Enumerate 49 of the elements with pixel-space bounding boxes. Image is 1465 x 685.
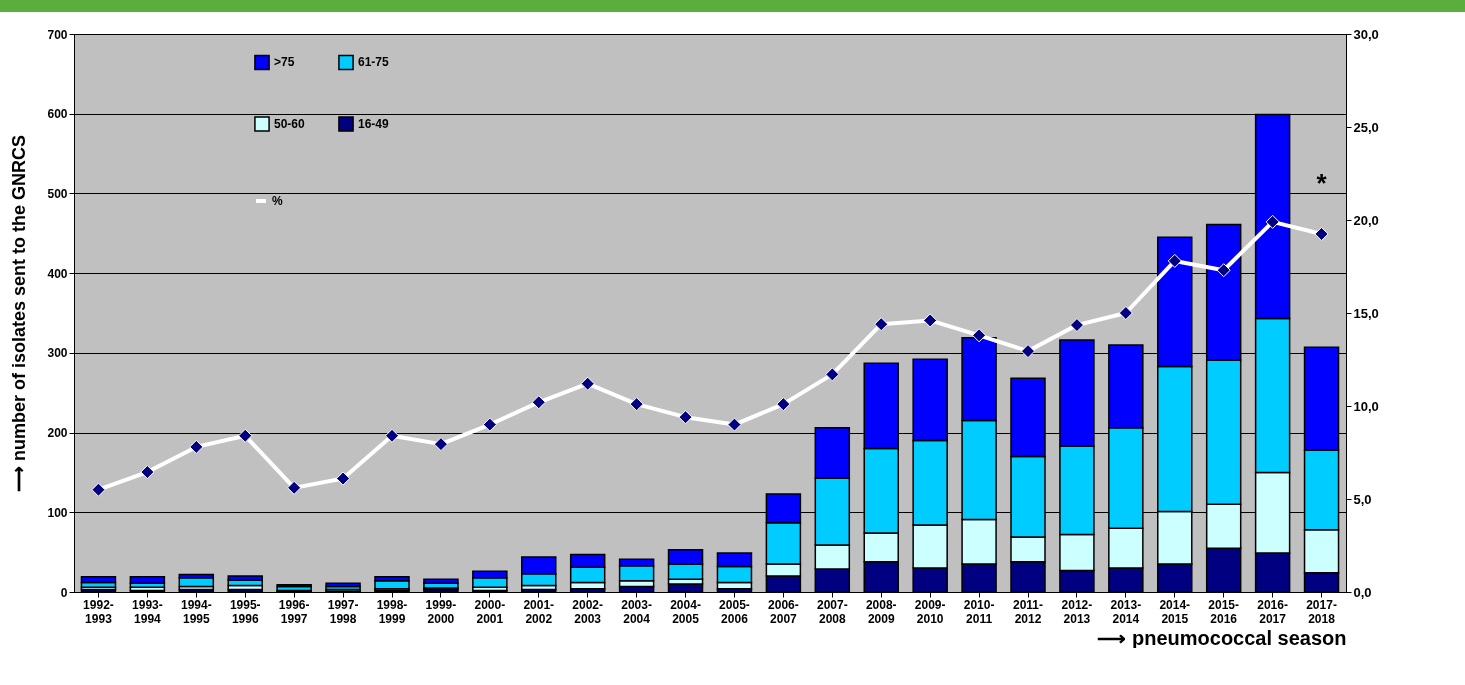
x-tick-label: 2013- 2014 [1110,597,1142,626]
y-tick-label: 0 [60,585,68,600]
y2-tick-label: 30,0 [1353,26,1379,42]
legend-label: >75 [274,55,295,70]
y2-tick-label: 15,0 [1353,305,1379,321]
x-tick-label: 1993- 1994 [132,597,163,626]
x-tick-label: 1994- 1995 [180,597,212,626]
x-tick-label: 2004- 2005 [670,597,701,626]
x-tick-label: 2009- 2010 [914,597,946,626]
x-tick-label: 2016- 2017 [1257,597,1288,626]
x-tick-label: 2006- 2007 [768,597,799,626]
y2-tick-label: 10,0 [1353,398,1379,414]
y-axis-title: ⟶ number of isolates sent to the GNRCS [9,134,30,493]
y2-tick-label: 0,0 [1353,584,1372,600]
x-tick-label: 2010- 2011 [963,597,995,626]
legend-label: 50-60 [274,117,306,131]
x-tick-label: 2002- 2003 [572,597,604,626]
legend-label: 61-75 [358,55,390,70]
x-tick-label: 2014- 2015 [1159,597,1191,626]
x-tick-label: 1998- 1999 [376,597,408,626]
x-tick-label: 1992- 1993 [83,597,114,626]
y-tick-label: 100 [47,505,68,520]
x-tick-label: 1995- 1996 [229,597,261,626]
y-tick-label: 400 [47,266,68,281]
x-tick-label: 2005- 2006 [719,597,750,626]
legend-label: 16-49 [358,117,390,131]
y-tick-label: 200 [47,426,68,441]
legend-label: % [272,194,283,208]
y-tick-label: 300 [47,346,68,361]
y2-tick-label: 20,0 [1353,212,1379,228]
x-tick-label: 2011- 2012 [1012,597,1044,626]
x-tick-label: 2017- 2018 [1306,597,1337,626]
y2-tick-label: 25,0 [1353,119,1379,135]
x-tick-label: 2003- 2004 [621,597,652,626]
y-tick-label: 600 [47,107,68,122]
x-tick-label: 2008- 2009 [865,597,897,626]
y2-tick-label: 5,0 [1353,491,1372,507]
x-tick-label: 1996- 1997 [278,597,310,626]
x-tick-label: 2012- 2013 [1061,597,1093,626]
y-tick-label: 700 [47,27,68,42]
x-axis-title: ⟶ pneumococcal season [1097,626,1347,649]
x-tick-label: 2001- 2002 [523,597,555,626]
x-tick-label: 1999- 2000 [425,597,457,626]
x-tick-label: 2007- 2008 [816,597,848,626]
x-tick-label: 2015- 2016 [1208,597,1240,626]
x-tick-label: 2000- 2001 [474,597,506,626]
annotation: * [1316,167,1328,198]
x-tick-label: 1997- 1998 [327,597,359,626]
y-tick-label: 500 [47,186,68,201]
